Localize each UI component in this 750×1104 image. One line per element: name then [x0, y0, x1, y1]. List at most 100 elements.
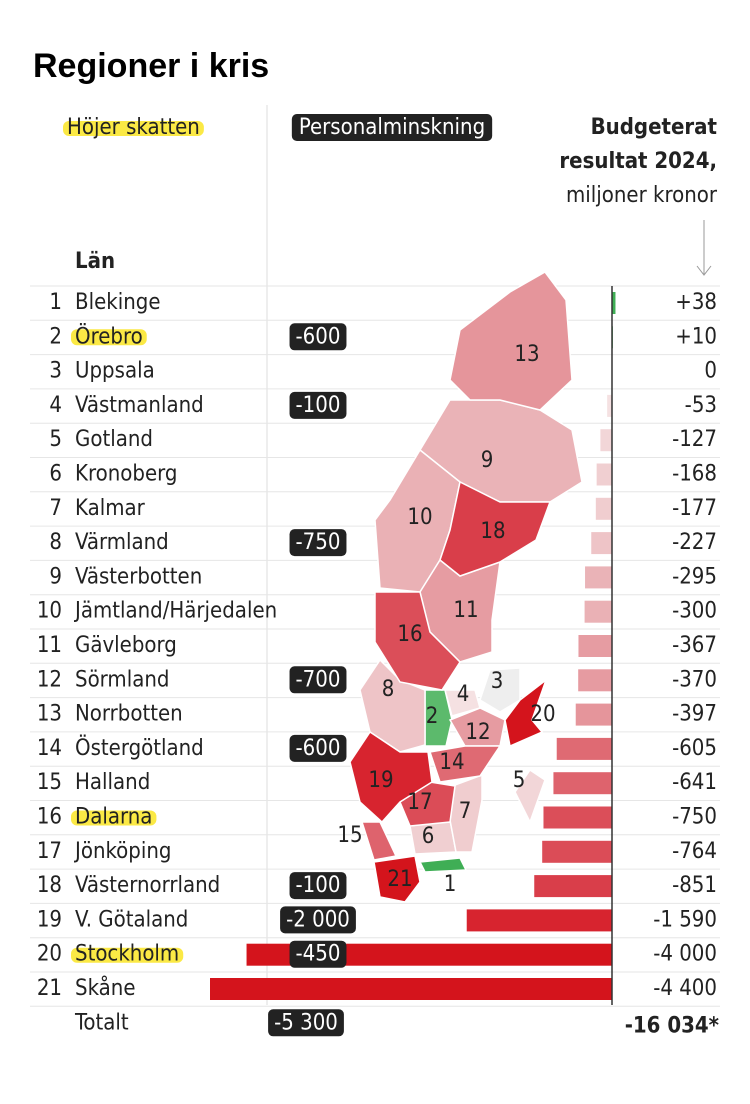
- category-label: Örebro: [75, 323, 143, 349]
- row-number: 17: [37, 839, 62, 864]
- staff-cut: -600: [296, 324, 341, 349]
- map-region: [349, 730, 433, 824]
- tax-highlight: [71, 810, 157, 826]
- row-number: 8: [49, 530, 62, 555]
- value-header: miljoner kronor: [566, 183, 718, 208]
- badge-bg: [280, 906, 356, 934]
- tax-highlight: [63, 121, 204, 136]
- row-number: 2: [49, 324, 62, 349]
- staff-cut: -600: [296, 736, 341, 761]
- map-label: 15: [337, 823, 362, 848]
- map-label: 2: [426, 704, 439, 729]
- value-label: -1 590: [653, 907, 717, 932]
- row-number: 21: [37, 976, 62, 1001]
- category-label: V. Götaland: [75, 907, 188, 932]
- badge-bg: [291, 114, 493, 141]
- row-number: 13: [37, 702, 62, 727]
- category-label: Gävleborg: [75, 633, 177, 658]
- map-label: 8: [382, 677, 395, 702]
- map-label: 10: [407, 505, 432, 530]
- map-label: 3: [491, 669, 504, 694]
- value-label: -168: [672, 462, 717, 487]
- staff-cut: -750: [296, 530, 341, 555]
- row-number: 11: [37, 633, 62, 658]
- category-label: Dalarna: [75, 805, 152, 830]
- badge-bg: [289, 529, 347, 557]
- row-number: 3: [49, 359, 62, 384]
- category-label: Blekinge: [75, 290, 161, 315]
- map-label: 4: [457, 682, 470, 707]
- map-label: 19: [368, 768, 393, 793]
- total-label: Totalt: [74, 1010, 129, 1035]
- badge-bg: [268, 1009, 344, 1037]
- value-header: Budgeterat: [591, 115, 718, 140]
- map-region: [360, 821, 398, 861]
- total-value: -16 034*: [625, 1013, 719, 1038]
- value-label: -300: [672, 599, 717, 624]
- value-label: -295: [672, 564, 717, 589]
- category-label: Sörmland: [75, 667, 169, 692]
- badge-bg: [289, 323, 347, 351]
- value-label: -764: [672, 839, 717, 864]
- value-label: -750: [672, 805, 717, 830]
- row-number: 14: [37, 736, 62, 761]
- row-number: 9: [49, 564, 62, 589]
- category-label: Skåne: [75, 975, 136, 1001]
- map-label: 13: [514, 342, 539, 367]
- badge-bg: [289, 940, 347, 968]
- bar: [578, 635, 612, 657]
- value-label: -367: [672, 633, 717, 658]
- bar: [543, 806, 612, 829]
- staff-cut: -100: [296, 393, 341, 418]
- tax-highlight: [71, 947, 184, 963]
- staff-cut: -2 000: [286, 907, 350, 932]
- value-label: -53: [685, 393, 717, 418]
- chart-title: Regioner i kris: [33, 47, 269, 85]
- staff-cut: -450: [296, 942, 341, 967]
- category-label: Norrbotten: [75, 702, 183, 727]
- map-label: 17: [407, 790, 432, 815]
- map-label: 1: [444, 872, 457, 897]
- map-region: [418, 857, 468, 873]
- value-label: +38: [675, 290, 717, 315]
- value-label: -397: [672, 702, 717, 727]
- map-label: 5: [513, 768, 526, 793]
- map-label: 12: [465, 720, 490, 745]
- total-staff: -5 300: [274, 1010, 338, 1035]
- badge-bg: [289, 734, 347, 762]
- bar: [600, 429, 612, 452]
- map-label: 16: [397, 622, 422, 647]
- value-label: 0: [704, 359, 717, 384]
- badge-bg: [289, 666, 347, 694]
- row-number: 18: [37, 873, 62, 898]
- bar: [556, 737, 612, 760]
- value-label: -370: [672, 667, 717, 692]
- map-label: 7: [459, 799, 472, 824]
- staff-cut: -100: [296, 873, 341, 898]
- category-label: Värmland: [75, 530, 169, 555]
- bar: [534, 875, 612, 898]
- value-label: -127: [672, 427, 717, 452]
- map-label: 18: [480, 519, 505, 544]
- bar: [210, 978, 612, 1000]
- row-number: 4: [49, 393, 62, 418]
- legend-tax: Höjer skatten: [67, 115, 200, 140]
- bar: [612, 292, 616, 314]
- staff-cut: -700: [296, 667, 341, 692]
- bar: [584, 600, 612, 623]
- map-label: 14: [439, 750, 464, 775]
- map-label: 21: [387, 867, 412, 892]
- map-label: 20: [530, 702, 555, 727]
- category-label: Västmanland: [75, 393, 204, 418]
- map-region: [448, 707, 506, 747]
- map-label: 11: [453, 598, 478, 623]
- category-label: Halland: [75, 770, 150, 795]
- category-label: Kronoberg: [75, 462, 177, 487]
- map-region: [479, 667, 521, 713]
- category-label: Jönköping: [73, 839, 171, 864]
- row-number: 12: [37, 667, 62, 692]
- category-label: Västerbotten: [75, 564, 202, 589]
- bar: [542, 840, 612, 863]
- map-region: [373, 855, 421, 903]
